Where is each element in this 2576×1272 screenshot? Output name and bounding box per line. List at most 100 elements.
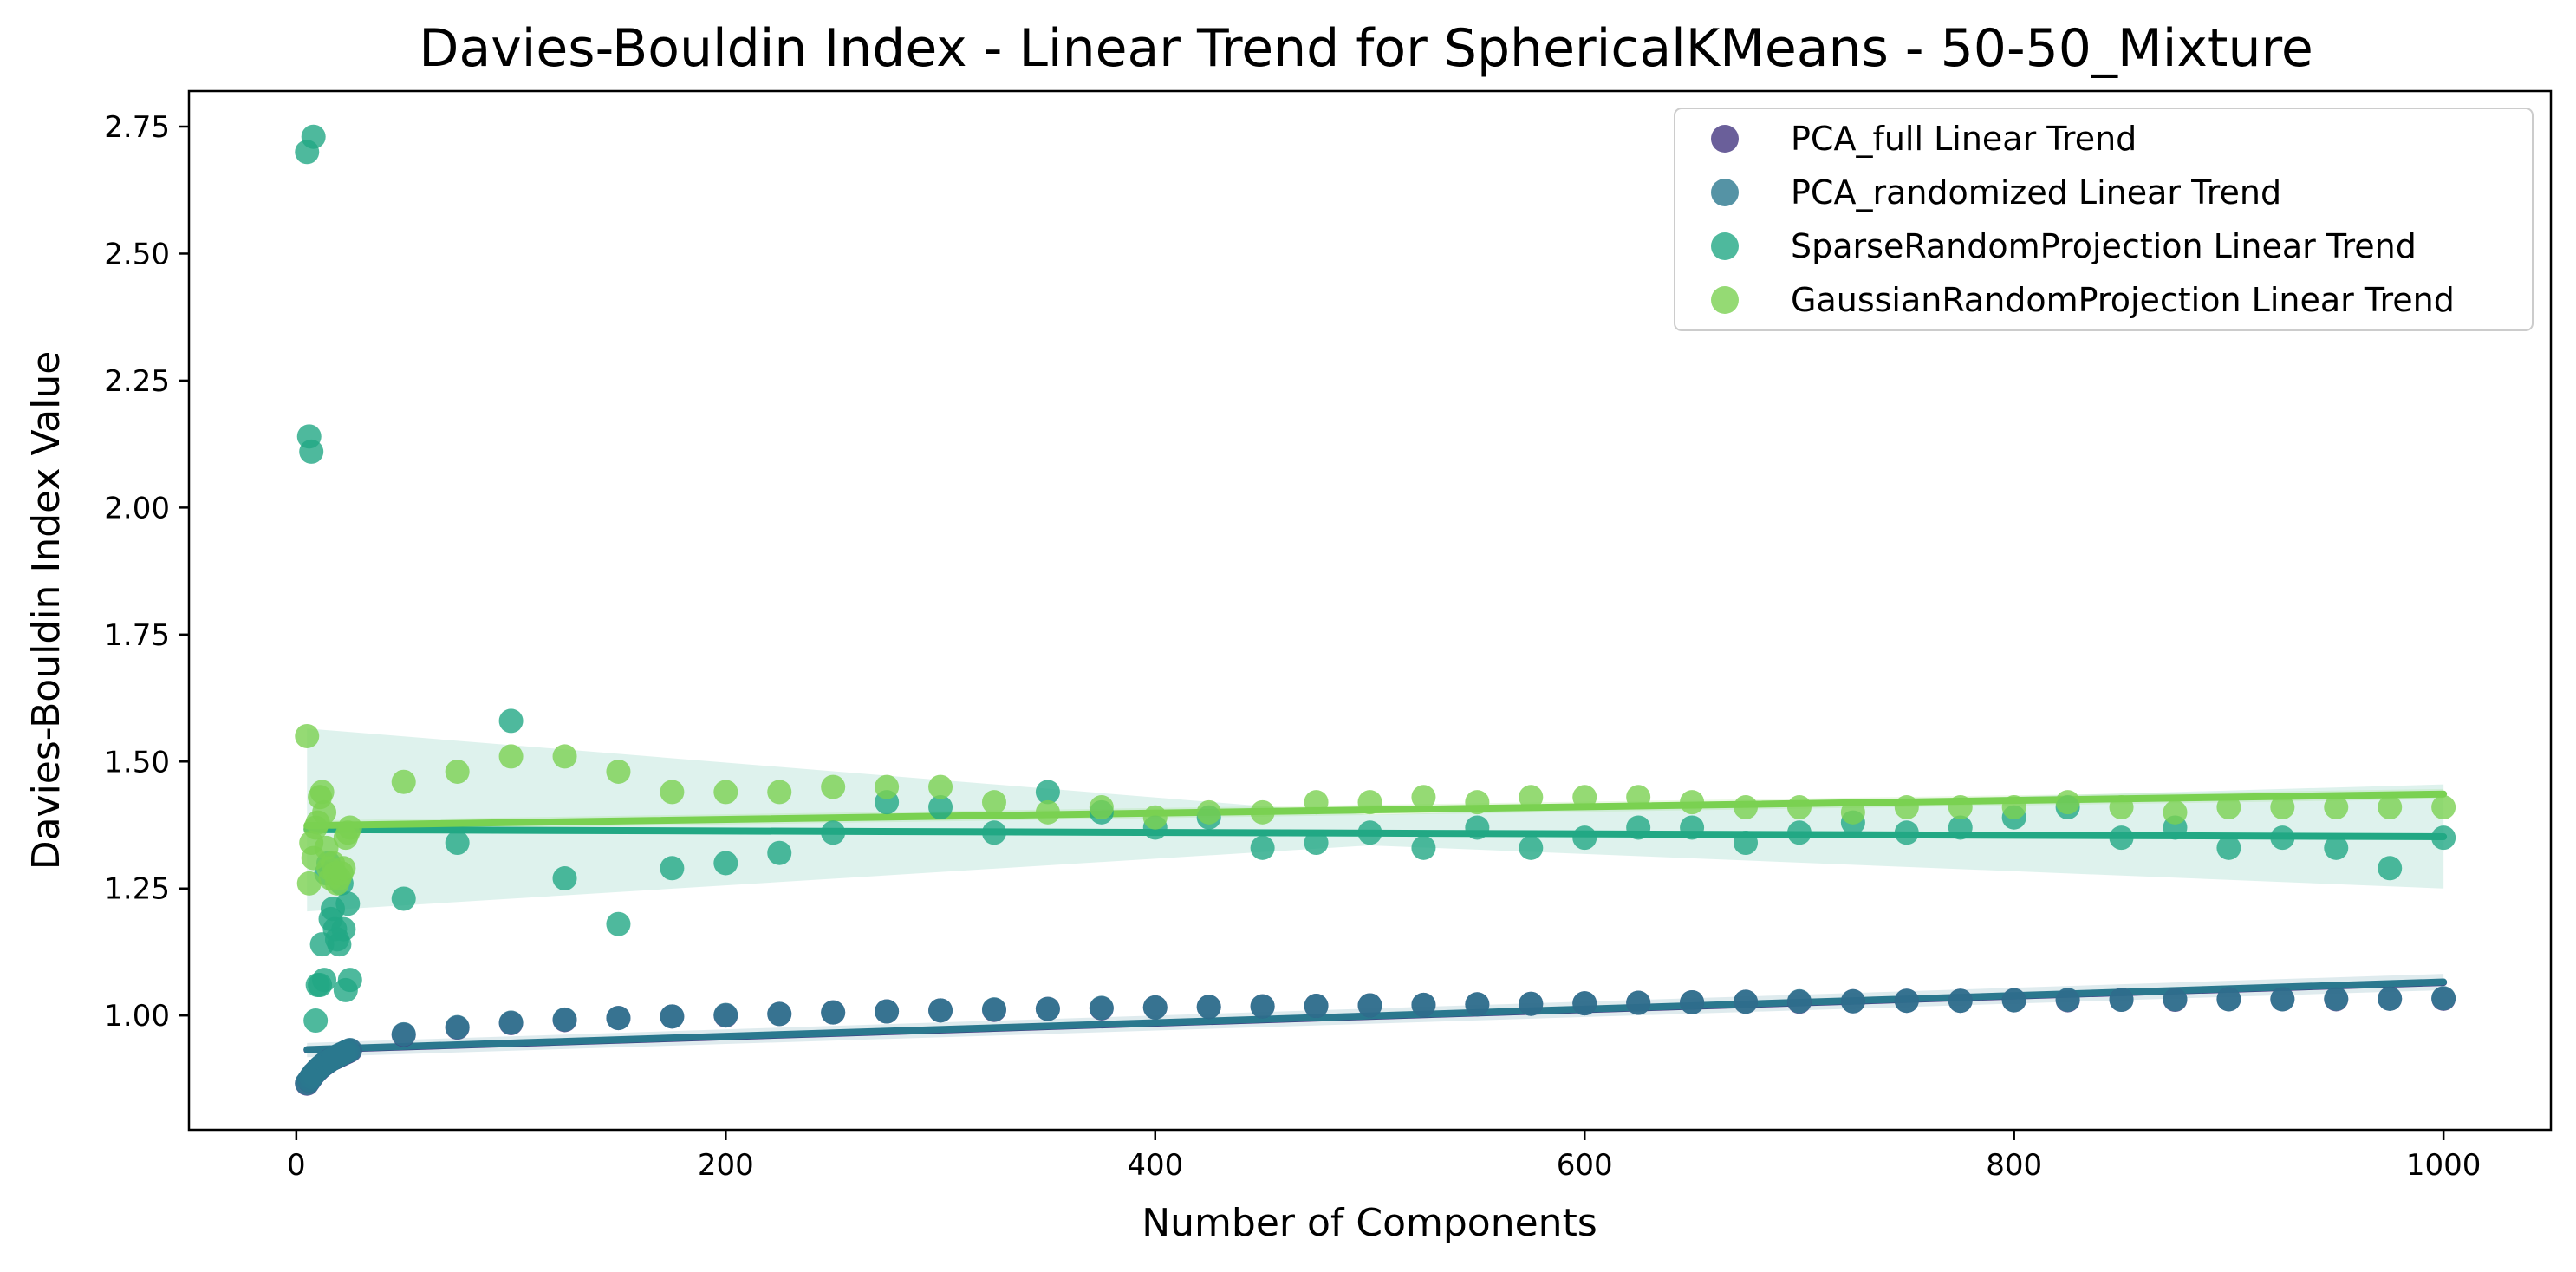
chart-title: Davies-Bouldin Index - Linear Trend for … [419,18,2313,79]
data-point [391,1021,416,1047]
data-point [1786,820,1812,845]
data-point [1572,991,1597,1016]
data-point [498,708,524,734]
data-points [295,124,2456,1096]
x-axis-label: Number of Components [1142,1201,1597,1245]
data-point [1680,989,1705,1014]
data-point [2216,987,2241,1012]
data-point [2216,835,2241,860]
data-point [981,820,1006,845]
data-point [1519,991,1544,1016]
data-point [2270,825,2295,851]
data-point [1786,988,1812,1014]
data-point [1357,993,1382,1018]
legend-marker-1 [1711,179,1739,206]
data-point [1680,790,1705,815]
legend: PCA_full Linear Trend PCA_randomized Line… [1674,108,2534,331]
data-point [1948,795,1973,820]
data-point [301,124,326,149]
data-point [2378,856,2403,881]
data-point [295,723,320,748]
data-point [1304,790,1329,815]
legend-label-2: SparseRandomProjection Linear Trend [1791,227,2417,265]
data-point [928,774,953,799]
x-tick-label: 1000 [2406,1148,2482,1183]
data-point [1250,799,1275,825]
data-point [1089,795,1114,820]
data-point [1519,835,1544,860]
y-tick-label: 1.25 [104,872,170,907]
x-tick-label: 0 [287,1148,306,1183]
plot-area [295,124,2456,1096]
data-point [331,856,356,881]
data-point [660,780,685,805]
data-point [1411,992,1436,1017]
data-point [1035,996,1060,1021]
legend-marker-2 [1711,232,1739,260]
data-point [821,820,846,845]
y-tick-label: 1.50 [104,745,170,780]
data-point [303,1008,329,1034]
data-point [2431,795,2456,820]
y-tick-label: 2.50 [104,237,170,271]
data-point [767,780,792,805]
data-point [337,1038,362,1063]
data-point [331,916,356,942]
data-point [1035,799,1060,825]
data-point [1357,790,1382,815]
series-points-3 [295,723,2456,896]
data-point [1626,785,1651,810]
data-point [1948,988,1973,1014]
data-point [1894,988,1919,1014]
data-point [606,1006,631,1031]
data-point [2270,987,2295,1012]
data-point [1734,795,1759,820]
data-point [1465,815,1490,840]
data-point [312,799,337,825]
y-tick-label: 1.75 [104,618,170,653]
data-point [335,891,361,916]
data-point [713,1002,738,1027]
legend-label-0: PCA_full Linear Trend [1791,120,2137,158]
data-point [2324,795,2349,820]
data-point [1411,835,1436,860]
data-point [713,780,738,805]
data-point [875,774,900,799]
data-point [1089,995,1114,1021]
data-point [445,831,470,856]
data-point [1411,785,1436,810]
data-point [660,1004,685,1029]
data-point [2270,795,2295,820]
data-point [1142,995,1168,1020]
data-point [2109,825,2134,851]
data-point [981,790,1006,815]
data-point [606,911,631,936]
data-point [1734,989,1759,1014]
x-tick-label: 200 [698,1148,754,1183]
plot-frame [187,89,2553,1132]
data-point [1196,799,1221,825]
data-point [1840,988,1865,1014]
data-point [1196,995,1221,1020]
data-point [2163,799,2188,825]
data-point [2109,988,2134,1013]
y-tick-label: 1.00 [104,999,170,1034]
data-point [1894,795,1919,820]
data-point [299,439,324,464]
data-point [981,997,1006,1022]
data-point [1304,994,1329,1019]
data-point [2109,795,2134,820]
data-point [1035,780,1060,805]
data-point [1734,831,1759,856]
data-point [337,968,362,993]
x-tick-label: 600 [1557,1148,1613,1183]
data-point [2431,986,2456,1011]
data-point [1142,805,1168,830]
data-point [391,769,416,794]
data-point [337,815,362,840]
data-point [2055,790,2080,815]
data-point [1250,994,1275,1019]
data-point [296,871,322,896]
data-point [1572,825,1597,851]
